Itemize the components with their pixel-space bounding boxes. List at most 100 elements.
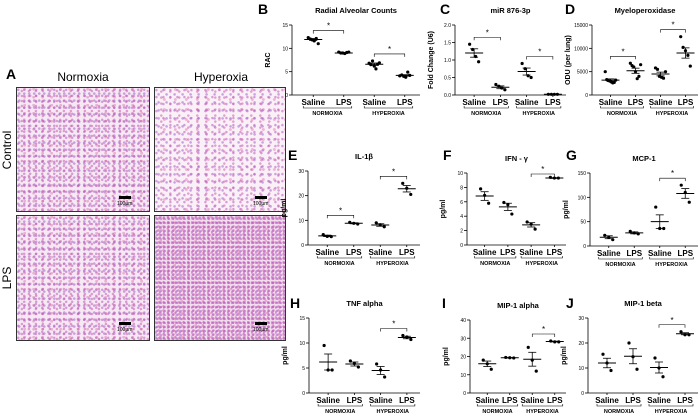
scale-bar (119, 322, 131, 325)
group-bracket (476, 404, 519, 407)
group-bracket (370, 404, 416, 407)
x-category-label: LPS (628, 98, 644, 107)
data-point (546, 92, 550, 96)
x-category-label: Saline (316, 396, 340, 405)
y-tick-label: 30 (298, 169, 304, 175)
panel-letter-e: E (288, 147, 297, 163)
data-point (605, 361, 609, 365)
y-axis-label: Fold Change (U6) (428, 31, 435, 89)
data-point (356, 365, 360, 369)
panel-letter-b: B (258, 1, 268, 17)
significance-bracket (373, 53, 406, 57)
data-point (383, 375, 387, 379)
data-point (374, 67, 378, 71)
y-tick-label: 10 (298, 218, 304, 224)
x-category-label: Saline (597, 249, 621, 258)
y-tick-label: 2.0 (444, 23, 451, 29)
panel-letter-i: I (442, 295, 446, 311)
group-label-normoxia: NORMOXIA (480, 261, 510, 267)
data-point (404, 75, 408, 79)
significance-marker: * (538, 48, 541, 57)
y-axis-label: pg/ml (282, 346, 289, 365)
y-tick-label: 10 (299, 341, 305, 347)
group-label-hyperoxia: HYPEROXIA (526, 409, 558, 413)
data-point (533, 227, 537, 231)
data-point (378, 223, 382, 227)
data-point (321, 233, 325, 237)
data-point (612, 80, 616, 84)
data-point (409, 337, 413, 342)
data-point (529, 222, 533, 226)
group-bracket (516, 106, 562, 109)
data-point (481, 358, 485, 362)
data-point (314, 36, 318, 41)
data-point (401, 181, 405, 185)
x-category-label: LPS (547, 248, 563, 257)
scale-bar-label: 100µm (253, 327, 269, 333)
data-point (520, 61, 524, 66)
x-category-label: Saline (647, 396, 671, 405)
data-point (474, 54, 478, 59)
scale-bar-label: 100µm (117, 201, 133, 207)
group-label-hyperoxia: HYPEROXIA (526, 261, 558, 267)
x-category-label: Saline (473, 248, 497, 257)
y-axis-label: RAC (265, 52, 272, 67)
significance-marker: * (392, 167, 395, 176)
chart-title: MIP-1 alpha (497, 301, 540, 310)
data-point (401, 333, 405, 338)
data-point (374, 221, 378, 225)
data-point (471, 47, 475, 52)
significance-bracket (380, 328, 408, 332)
x-category-label: Saline (648, 249, 672, 258)
data-point (377, 61, 381, 65)
data-point (633, 70, 638, 74)
data-point (347, 50, 351, 54)
group-label-normoxia: NORMOXIA (312, 111, 342, 117)
data-point (479, 187, 483, 191)
significance-bracket (659, 177, 686, 182)
y-tick-label: 10 (460, 373, 466, 379)
panel-letter-j: J (566, 295, 574, 311)
y-tick-label: 100 (578, 195, 587, 201)
data-point (330, 368, 334, 372)
data-point (631, 355, 635, 359)
chart-title: IL-1β (355, 152, 373, 161)
group-bracket (316, 256, 363, 259)
data-point (653, 356, 657, 360)
data-point (352, 361, 356, 366)
data-point (556, 176, 560, 180)
data-point (322, 343, 326, 348)
data-point (687, 200, 691, 204)
scale-bar-label: 100µm (117, 327, 133, 333)
group-label-normoxia: NORMOXIA (324, 261, 354, 267)
data-point (601, 352, 605, 356)
x-category-label: Saline (599, 98, 623, 107)
data-point (627, 341, 631, 345)
y-tick-label: 0 (585, 93, 588, 99)
x-category-label: LPS (502, 396, 518, 405)
group-bracket (650, 106, 694, 109)
y-tick-label: 6 (460, 200, 463, 206)
x-category-label: LPS (626, 249, 642, 258)
x-category-label: Saline (515, 98, 539, 107)
x-category-label: LPS (493, 98, 509, 107)
data-point (326, 368, 330, 372)
x-category-label: Saline (369, 396, 393, 405)
data-point (379, 368, 383, 372)
y-tick-label: 30 (460, 336, 466, 342)
group-bracket (317, 404, 363, 407)
data-point (352, 221, 356, 225)
data-point (679, 330, 683, 334)
x-category-label: LPS (677, 396, 693, 405)
data-point (512, 356, 516, 360)
group-label-normoxia: NORMOXIA (604, 409, 634, 413)
data-point (510, 212, 514, 216)
x-category-label: LPS (336, 98, 352, 107)
significance-marker: * (541, 165, 544, 174)
y-tick-label: 0 (460, 243, 463, 249)
y-axis-label: ODU (per lung) (565, 35, 572, 85)
significance-bracket (326, 215, 355, 219)
data-point (494, 82, 498, 87)
group-bracket (474, 256, 517, 259)
data-point (348, 359, 352, 363)
